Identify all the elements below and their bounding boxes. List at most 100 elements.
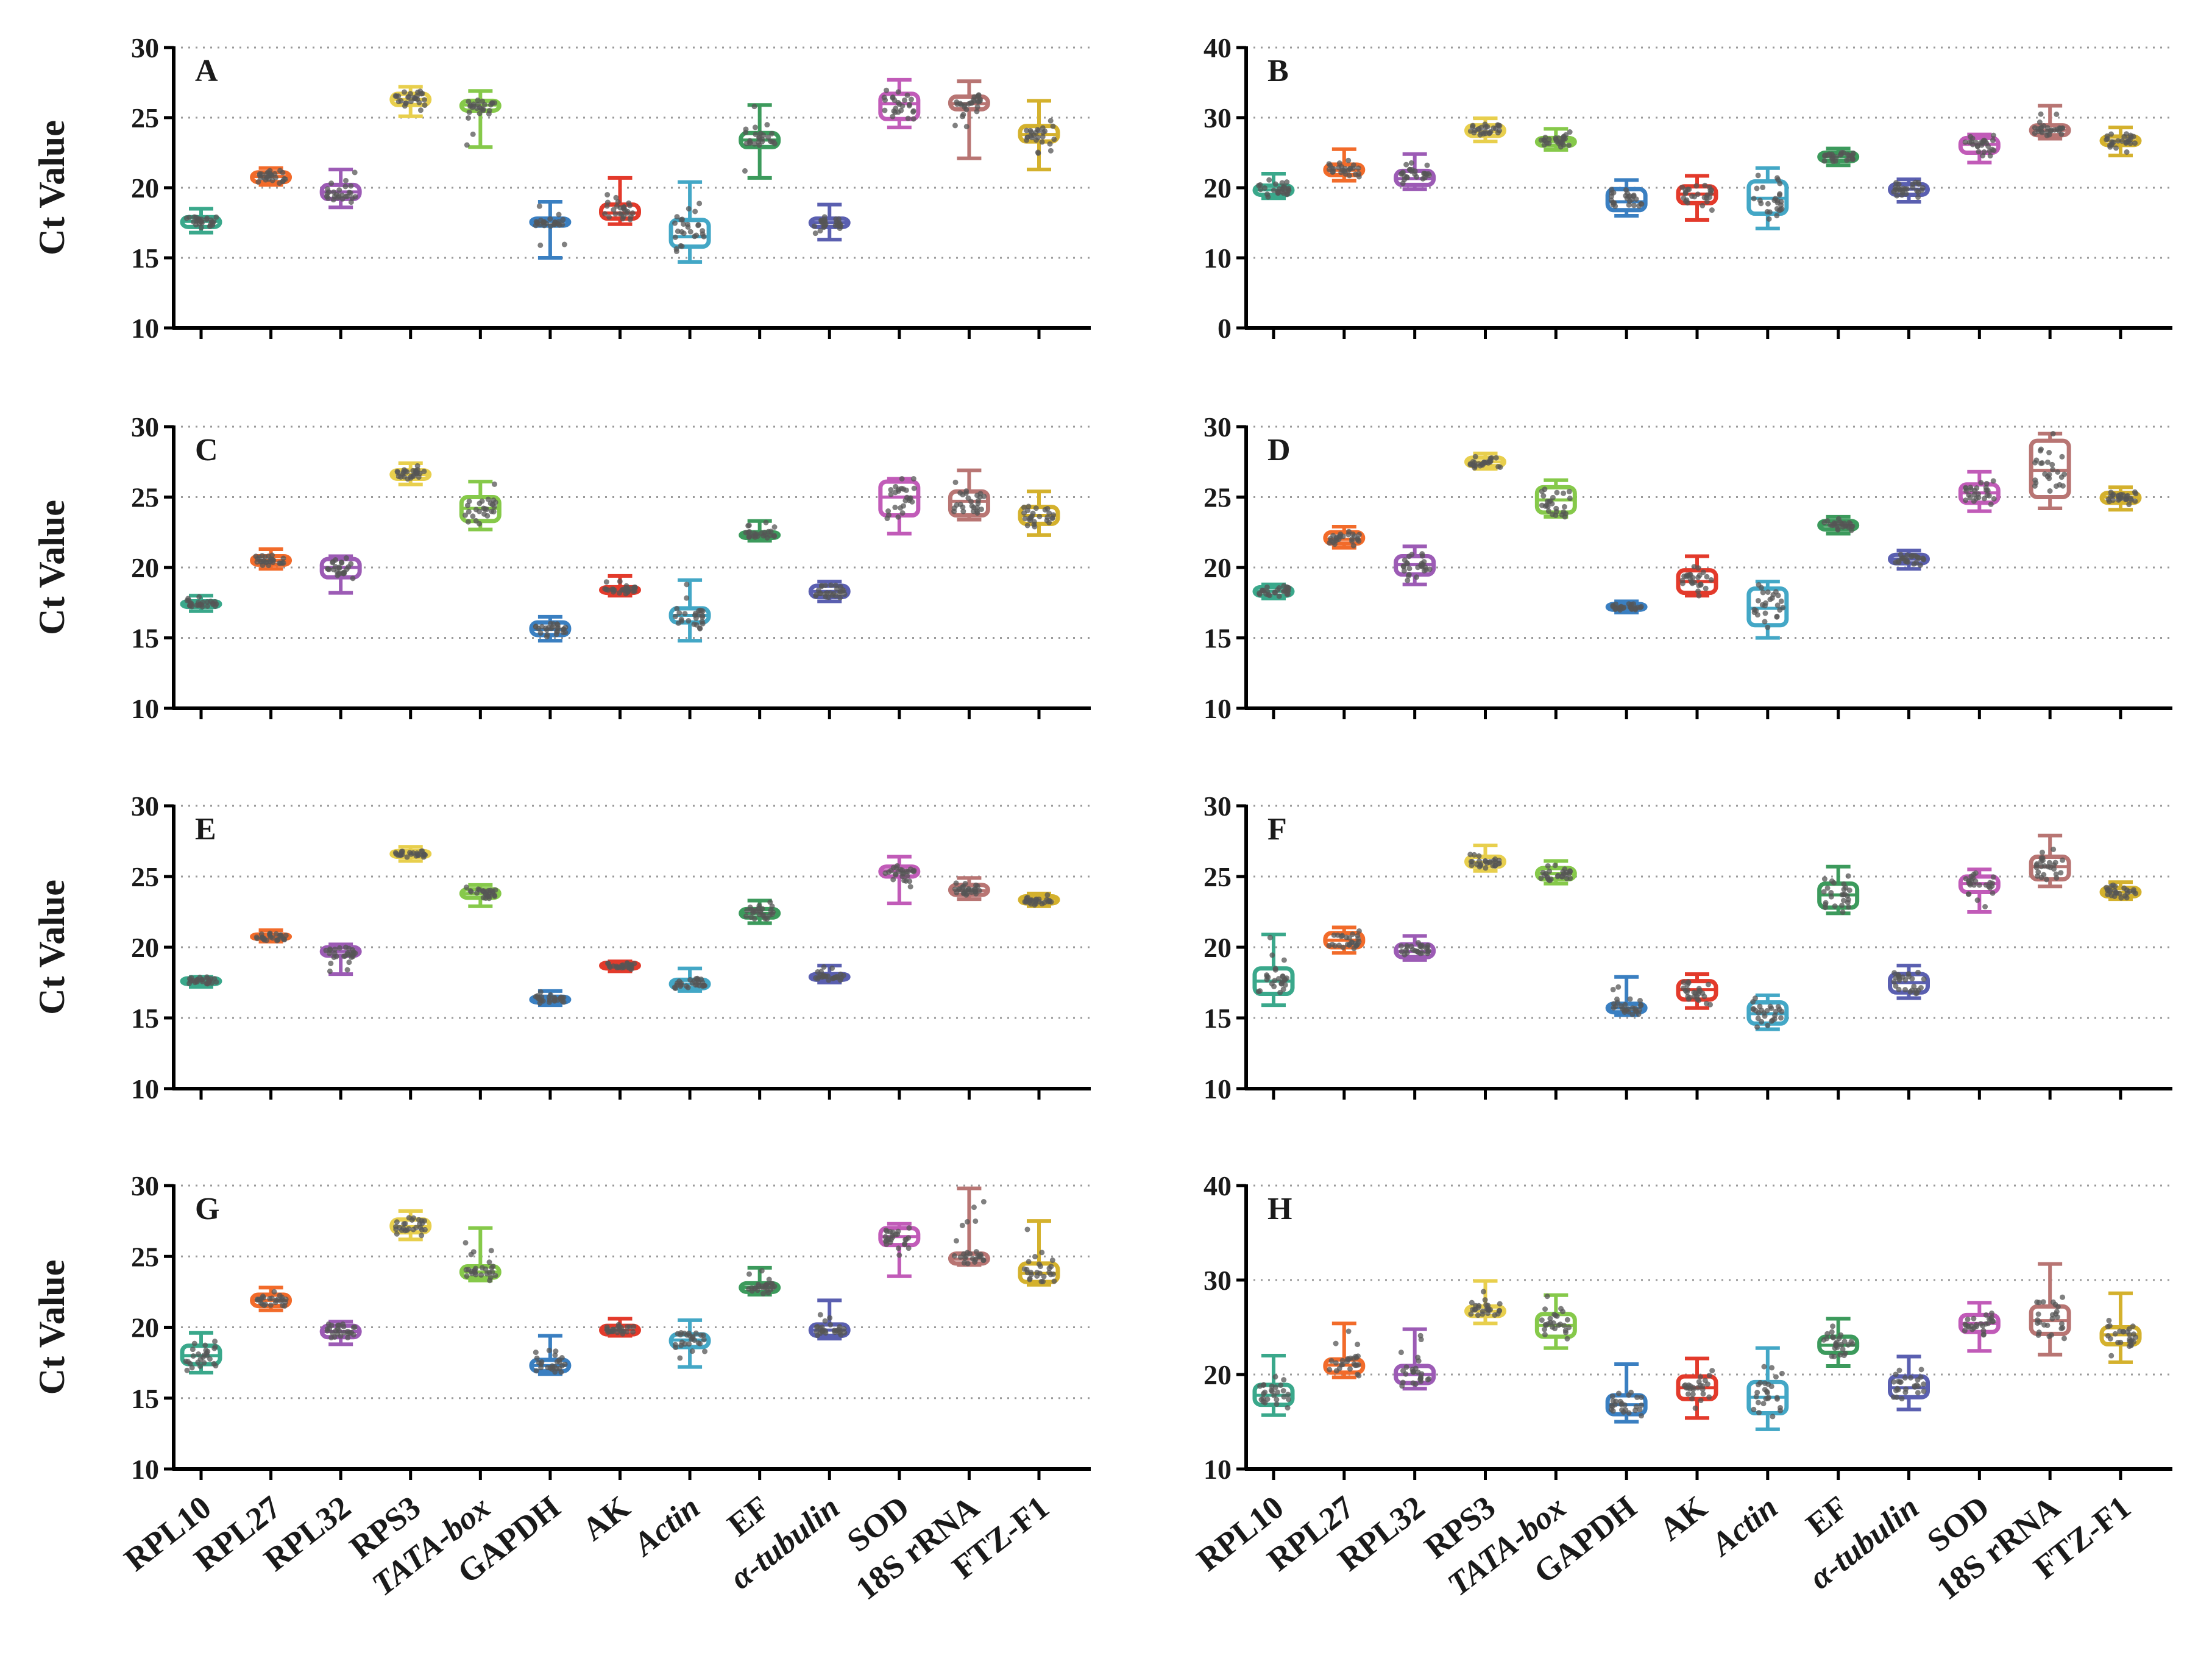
sample-point <box>1779 1370 1785 1376</box>
sample-point <box>2055 469 2061 475</box>
sample-point <box>551 221 557 227</box>
sample-point <box>1695 191 1701 197</box>
sample-points <box>1821 873 1852 915</box>
sample-point <box>882 107 888 113</box>
sample-point <box>2112 1331 2118 1337</box>
sample-point <box>191 1340 197 1346</box>
sample-points <box>1681 979 1714 1008</box>
sample-point <box>2044 459 2051 465</box>
sample-point <box>693 622 700 628</box>
sample-point <box>2058 474 2065 480</box>
sample-point <box>350 947 356 953</box>
sample-point <box>821 964 827 970</box>
sample-point <box>1491 858 1497 864</box>
sample-point <box>1336 942 1342 948</box>
sample-point <box>1692 1405 1698 1411</box>
sample-point <box>1772 1012 1778 1019</box>
y-tick-label: 15 <box>131 243 159 274</box>
sample-points <box>1821 149 1856 165</box>
sample-point <box>485 496 491 502</box>
sample-point <box>606 214 612 220</box>
sample-point <box>464 142 470 148</box>
sample-point <box>1035 135 1041 141</box>
sample-point <box>2041 872 2047 878</box>
sample-point <box>1983 480 1990 486</box>
sample-point <box>336 187 342 193</box>
sample-point <box>199 602 205 608</box>
box-sod <box>878 77 921 130</box>
sample-point <box>1821 889 1827 895</box>
sample-point <box>338 1333 344 1339</box>
box-rps3 <box>389 845 432 863</box>
sample-point <box>1483 858 1489 864</box>
sample-point <box>204 974 210 980</box>
panel-label: D <box>1267 433 1291 468</box>
sample-point <box>1415 564 1421 571</box>
panel-a: 10 15 20 25 30 Ct Value A <box>32 32 1091 344</box>
sample-point <box>1467 461 1473 467</box>
box-rpl27 <box>1323 147 1366 183</box>
sample-point <box>2133 491 2139 497</box>
sample-point <box>1634 1394 1640 1400</box>
box-rpl27 <box>250 547 292 571</box>
sample-point <box>687 229 693 235</box>
sample-point <box>193 222 199 228</box>
sample-point <box>1349 939 1355 945</box>
sample-point <box>694 975 700 981</box>
sample-point <box>2060 125 2066 131</box>
sample-point <box>1976 882 1982 888</box>
sample-point <box>1700 202 1706 208</box>
sample-point <box>346 959 352 966</box>
sample-point <box>1841 886 1847 892</box>
sample-point <box>1037 513 1043 519</box>
sample-point <box>1021 1266 1027 1272</box>
sample-point <box>2132 498 2138 504</box>
sample-point <box>486 1270 492 1276</box>
sample-point <box>2039 460 2045 466</box>
sample-points <box>602 191 636 222</box>
sample-point <box>1971 882 1977 888</box>
sample-point <box>890 113 896 119</box>
sample-point <box>1990 874 1996 880</box>
sample-point <box>1028 1270 1034 1276</box>
sample-point <box>554 621 560 627</box>
sample-point <box>1704 199 1710 205</box>
sample-point <box>1285 585 1291 591</box>
sample-point <box>1837 519 1843 525</box>
sample-point <box>2052 1301 2058 1307</box>
sample-point <box>1473 861 1480 867</box>
sample-point <box>890 94 896 101</box>
sample-point <box>1849 1341 1856 1347</box>
sample-point <box>408 99 414 105</box>
sample-point <box>1051 512 1057 518</box>
sample-point <box>1482 129 1488 135</box>
panel-e: 10 15 20 25 30 Ct Value E <box>32 791 1091 1104</box>
sample-point <box>1968 873 1974 880</box>
box-ftz-f1 <box>1018 891 1060 908</box>
sample-points <box>884 475 917 521</box>
sample-point <box>401 467 407 473</box>
y-tick-label: 25 <box>131 861 159 892</box>
sample-point <box>1272 1384 1278 1390</box>
sample-point <box>907 866 913 872</box>
sample-point <box>1021 510 1027 516</box>
sample-point <box>2126 1343 2132 1350</box>
sample-point <box>700 983 706 989</box>
sample-point <box>1706 1373 1712 1379</box>
sample-point <box>1679 577 1686 583</box>
sample-point <box>1920 555 1926 561</box>
sample-point <box>1773 1374 1779 1380</box>
sample-point <box>492 1273 498 1279</box>
sample-point <box>2044 1322 2051 1328</box>
sample-point <box>1485 460 1491 466</box>
sample-point <box>1976 494 1982 500</box>
sample-point <box>814 1324 820 1330</box>
sample-point <box>612 211 619 217</box>
sample-point <box>836 216 842 222</box>
y-tick-label: 20 <box>131 1312 159 1343</box>
sample-point <box>1921 1389 1927 1395</box>
sample-point <box>1834 1344 1840 1350</box>
sample-point <box>1760 589 1766 596</box>
sample-point <box>2041 123 2047 129</box>
sample-point <box>1264 976 1270 983</box>
